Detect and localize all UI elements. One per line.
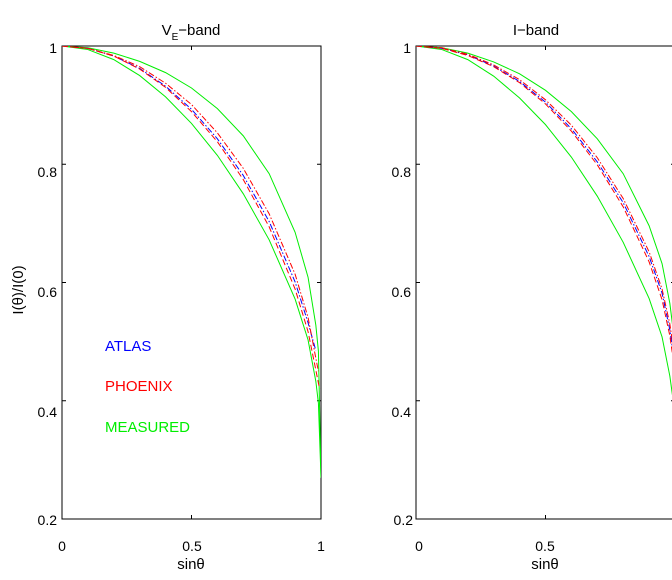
- y-tick-label: 0.4: [392, 404, 412, 420]
- x-tick-label: 0.5: [182, 538, 202, 554]
- series-line-measured-0: [416, 46, 672, 324]
- y-tick-label: 0.2: [394, 512, 414, 528]
- chart-title-subscript: E: [172, 32, 179, 43]
- series-line-atlas-2: [416, 46, 672, 348]
- y-tick-labels: 0.2 0.4 0.6 0.8 1: [392, 40, 414, 528]
- x-tick-label: 0: [58, 538, 66, 554]
- x-tick-labels: 0 0.5 1: [58, 538, 325, 554]
- y-tick-label: 0.6: [38, 284, 58, 300]
- chart-panel-i-band: I−band 0.2 0.4 0.6 0.8 1 0 0.5 1 sinθ: [392, 22, 672, 573]
- legend-entry-phoenix: PHOENIX: [105, 378, 173, 395]
- y-tick-label: 0.2: [38, 512, 58, 528]
- legend-entry-measured: MEASURED: [105, 419, 190, 436]
- series-line-measured-0: [62, 46, 321, 478]
- x-tick-labels: 0 0.5 1: [415, 538, 555, 554]
- x-axis-label: sinθ: [177, 556, 205, 573]
- x-tick-label: 0.5: [535, 538, 555, 554]
- series-lines: [62, 46, 321, 478]
- chart-title: VE−band: [162, 22, 221, 43]
- series-line-phoenix-3: [62, 46, 321, 390]
- chart-panel-ve-band: VE−band 0.2 0.4 0.6 0.8 1 0 0.5 1 sinθ I…: [10, 22, 325, 573]
- y-tick-labels: 0.2 0.4 0.6 0.8 1: [38, 40, 58, 528]
- series-line-phoenix-3: [416, 46, 672, 354]
- series-line-measured-1: [416, 46, 672, 395]
- axis-ticks: [61, 45, 322, 520]
- legend-entry-atlas: ATLAS: [105, 338, 151, 355]
- x-tick-label: 1: [317, 538, 325, 554]
- y-axis-label: I(θ)/I(0): [10, 265, 27, 314]
- series-lines: [416, 46, 672, 395]
- legend: ATLAS PHOENIX MEASURED: [105, 338, 190, 436]
- y-tick-label: 0.8: [392, 164, 412, 180]
- y-tick-label: 1: [49, 40, 57, 56]
- y-tick-label: 1: [403, 40, 411, 56]
- x-axis-label: sinθ: [531, 556, 559, 573]
- y-tick-label: 0.6: [392, 284, 412, 300]
- y-tick-label: 0.8: [38, 164, 58, 180]
- plot-frame: [415, 45, 672, 520]
- series-line-measured-1: [62, 46, 321, 478]
- series-line-phoenix-4: [416, 46, 672, 342]
- y-tick-label: 0.4: [38, 404, 58, 420]
- plot-frame: [61, 45, 322, 520]
- chart-title: I−band: [513, 22, 559, 39]
- x-tick-label: 0: [415, 538, 423, 554]
